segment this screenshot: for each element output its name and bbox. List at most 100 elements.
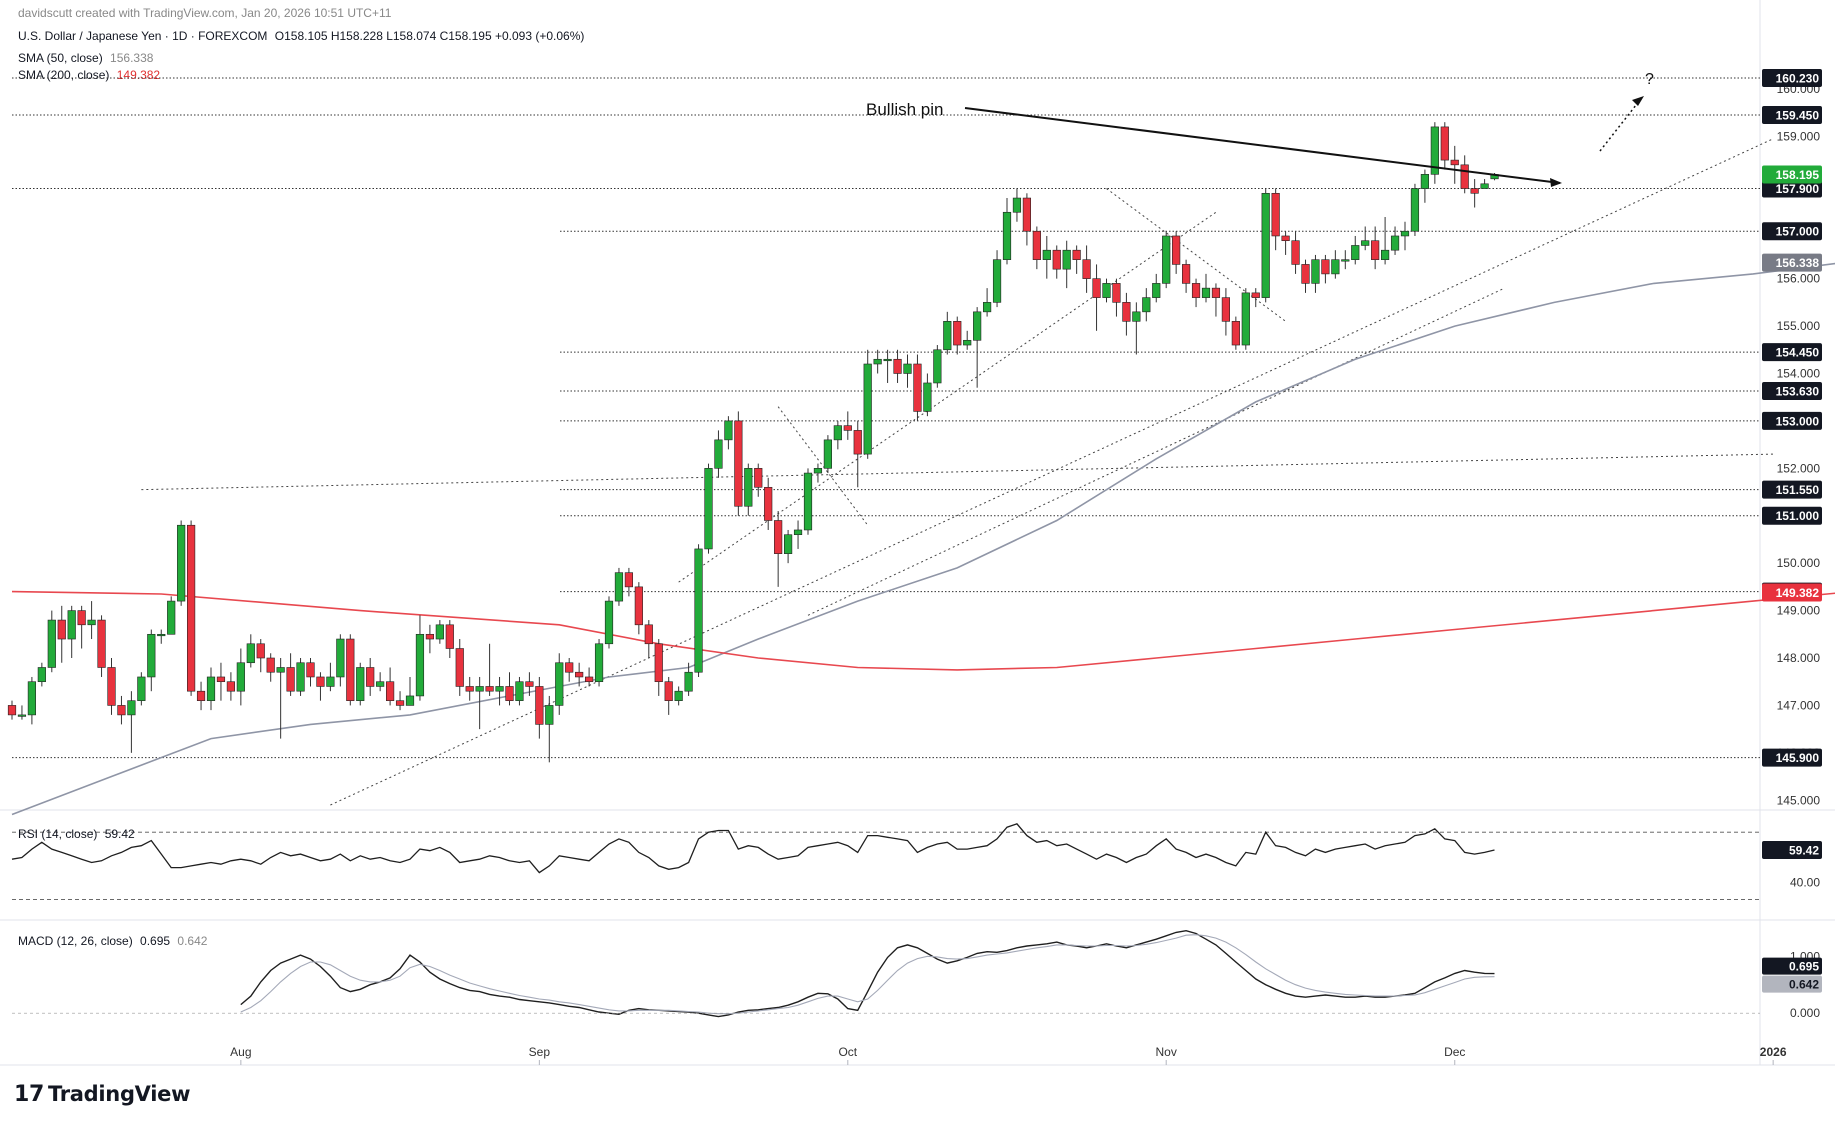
candle-up	[147, 633, 156, 678]
sma50-legend[interactable]: SMA (50, close) 156.338	[18, 51, 157, 65]
candle-down	[843, 425, 852, 431]
level-price-tag-bg	[1762, 106, 1822, 125]
candle-down	[1191, 283, 1201, 298]
candle-down	[1440, 126, 1449, 161]
trend-lines	[141, 138, 1774, 806]
candle-up	[376, 681, 385, 687]
time-axis[interactable]: AugSepOctNovDec2026Feb	[230, 1045, 1835, 1065]
level-price-tag-bg	[1762, 382, 1822, 401]
candle-up	[356, 667, 365, 701]
price-tick-label: 145.000	[1777, 793, 1821, 807]
rsi-line	[11, 823, 1495, 874]
macd-label: MACD (12, 26, close)	[18, 934, 133, 948]
candle-down	[1321, 259, 1330, 275]
candle-down	[1460, 164, 1469, 189]
candle-up	[943, 321, 952, 351]
candle-down	[913, 363, 922, 412]
candle-down	[525, 681, 534, 687]
symbol-header[interactable]: U.S. Dollar / Japanese Yen · 1D · FOREXC…	[18, 29, 588, 43]
candle-up	[1152, 283, 1161, 298]
macd-value-tag: 0.695	[1789, 960, 1819, 974]
candle-up	[67, 610, 76, 640]
candle-up	[495, 686, 504, 692]
pullback-trendline	[777, 406, 869, 526]
last-price-tag-bg	[1762, 165, 1822, 184]
candle-up	[1042, 249, 1051, 260]
candle-down	[953, 321, 962, 346]
level-price-tag: 153.000	[1776, 414, 1820, 428]
candle-down	[1032, 230, 1041, 260]
candle-up	[813, 468, 823, 474]
time-tick-label: Nov	[1156, 1045, 1177, 1059]
candle-down	[286, 667, 295, 692]
candle-down	[117, 705, 126, 716]
candle-up	[1132, 311, 1141, 322]
minor-trendline	[141, 453, 1774, 491]
sma50-price-tag: 156.338	[1776, 256, 1820, 270]
candle-down	[644, 624, 653, 645]
candle-down	[1052, 249, 1061, 270]
candle-up	[973, 311, 982, 341]
candle-up	[1311, 259, 1320, 284]
candle-up	[27, 681, 37, 716]
macd-value-tag-bg	[1762, 957, 1822, 975]
candle-down	[1092, 278, 1101, 298]
candle-up	[704, 468, 713, 550]
candle-down	[584, 676, 594, 683]
candle-up	[1400, 230, 1410, 237]
candle-up	[1361, 240, 1370, 246]
candle-down	[505, 686, 514, 701]
macd-legend[interactable]: MACD (12, 26, close) 0.695 0.642	[18, 934, 211, 948]
candle-up	[326, 676, 335, 687]
moving-averages	[11, 262, 1835, 816]
tradingview-logo-icon: 17	[14, 1082, 45, 1107]
candle-up	[1351, 245, 1360, 260]
candle-up	[594, 643, 604, 683]
creator-line: davidscutt created with TradingView.com,…	[18, 6, 392, 20]
sma50-line	[11, 262, 1835, 816]
candle-up	[1261, 192, 1270, 298]
price-axis[interactable]: 145.000146.000147.000148.000149.000150.0…	[1762, 69, 1822, 807]
price-tick-label: 148.000	[1777, 651, 1821, 665]
symbol-title: U.S. Dollar / Japanese Yen · 1D · FOREXC…	[18, 29, 268, 43]
candle-down	[774, 520, 783, 554]
candle-down	[1231, 321, 1240, 346]
candle-down	[1371, 240, 1380, 260]
candle-up	[903, 363, 912, 374]
macd-signal-tag: 0.642	[1789, 978, 1819, 992]
candle-down	[1470, 188, 1479, 194]
candle-up	[783, 534, 793, 554]
candle-down	[535, 686, 544, 725]
candle-up	[714, 439, 723, 469]
tradingview-logo[interactable]: 17 TradingView	[14, 1082, 191, 1107]
macd-signal-line	[240, 934, 1495, 1015]
candle-down	[196, 690, 206, 701]
candle-down	[1450, 159, 1459, 166]
mid-term-trendline	[807, 287, 1505, 616]
level-price-tag-bg	[1762, 222, 1822, 241]
candle-down	[1112, 283, 1121, 303]
candle-up	[206, 676, 216, 701]
uptrend-trendline	[678, 211, 1217, 583]
candle-down	[316, 676, 325, 687]
level-price-tag: 153.630	[1776, 385, 1820, 399]
candle-down	[853, 430, 862, 455]
candle-down	[654, 643, 663, 683]
candle-down	[306, 662, 315, 678]
candle-up	[724, 420, 733, 441]
candle-down	[7, 705, 17, 716]
candle-up	[87, 619, 96, 626]
candle-down	[425, 633, 435, 640]
candle-down	[107, 667, 116, 706]
level-price-tag: 145.900	[1776, 751, 1820, 765]
level-price-tag: 151.550	[1776, 483, 1820, 497]
rsi-legend[interactable]: RSI (14, close) 59.42	[18, 827, 139, 841]
candle-down	[395, 700, 405, 706]
candle-up	[863, 363, 872, 455]
price-tick-label: 155.000	[1777, 319, 1821, 333]
candle-up	[1142, 297, 1151, 313]
candle-down	[485, 686, 494, 692]
